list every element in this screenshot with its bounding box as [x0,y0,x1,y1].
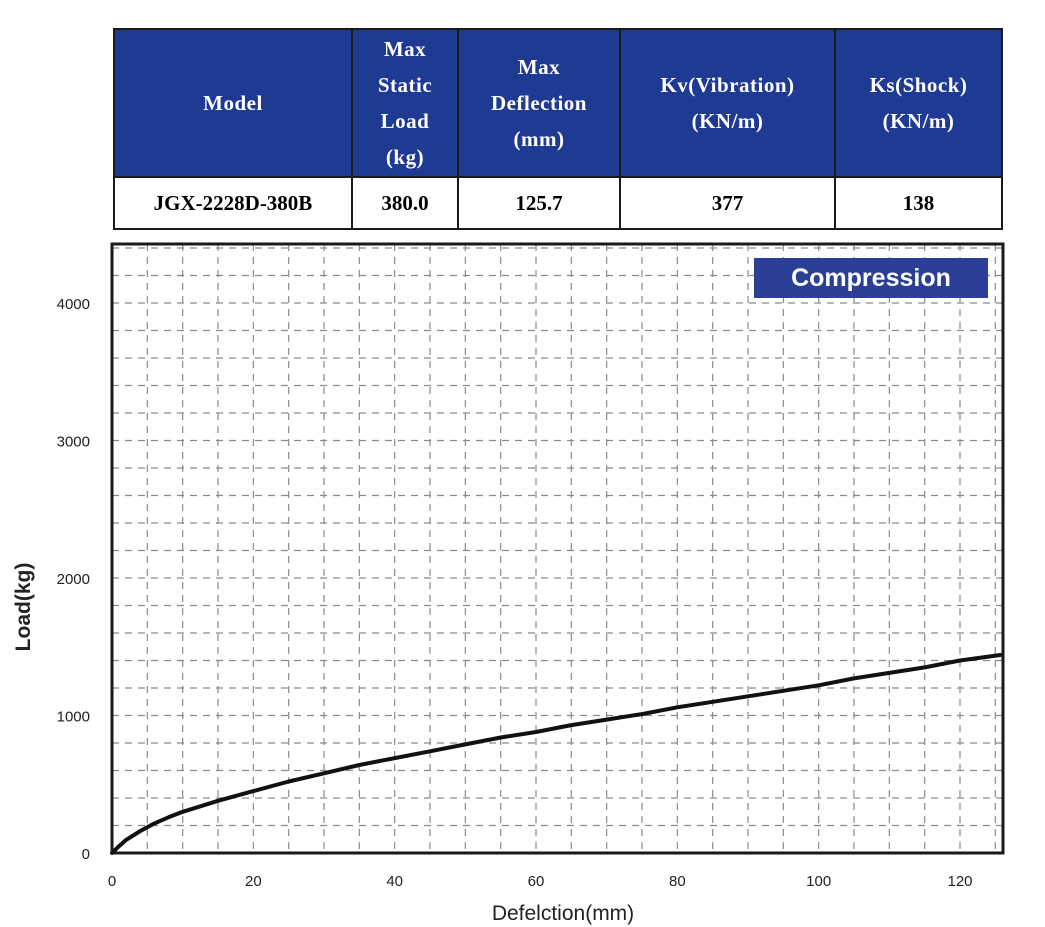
header-line: (mm) [513,127,565,151]
grid [112,244,1003,853]
y-tick-label: 2000 [57,571,90,588]
cell-ks: 138 [834,176,1003,230]
header-line: Ks(Shock) [869,73,968,97]
x-axis: 0 20 40 60 80 100 120 [108,873,973,890]
x-tick-label: 20 [245,873,262,890]
plot-frame [110,242,1005,855]
y-tick-label: 0 [82,846,90,863]
x-tick-label: 120 [947,873,972,890]
x-tick-label: 0 [108,873,116,890]
header-line: Max [383,37,427,61]
cell-max-static-load: 380.0 [351,176,459,230]
series-line [110,653,1003,855]
header-ks: Ks(Shock) (KN/m) [834,28,1003,178]
cell-model: JGX-2228D-380B [113,176,353,230]
y-tick-label: 4000 [57,296,90,313]
header-kv: Kv(Vibration) (KN/m) [619,28,836,178]
header-line: Max [517,55,561,79]
x-tick-label: 100 [806,873,831,890]
cell-max-deflection: 125.7 [457,176,621,230]
y-axis: 0 1000 2000 3000 4000 [57,296,90,863]
header-line: (KN/m) [691,109,764,133]
legend-title: Compression [791,264,951,292]
y-tick-label: 3000 [57,434,90,451]
header-max-deflection: Max Deflection (mm) [457,28,621,178]
table-header-row: Model Max Static Load (kg) Max Deflectio… [113,28,1003,178]
table-row: JGX-2228D-380B 380.0 125.7 377 138 [113,176,1003,230]
x-tick-label: 80 [669,873,686,890]
header-line: (KN/m) [882,109,955,133]
header-line: Deflection [491,91,587,115]
spec-table: Model Max Static Load (kg) Max Deflectio… [113,28,1003,230]
x-tick-label: 60 [528,873,545,890]
legend-box [754,258,988,298]
y-tick-label: 1000 [57,709,90,726]
header-line: Kv(Vibration) [660,73,795,97]
header-max-static-load: Max Static Load (kg) [351,28,459,178]
header-line: Load [380,109,430,133]
compression-chart: 0 1000 2000 3000 4000 0 20 40 60 80 100 120 Compre… [12,242,1005,925]
y-axis-label: Load(kg) [12,563,35,652]
cell-kv: 377 [619,176,836,230]
header-line: (kg) [385,145,425,169]
x-axis-label: Defelction(mm) [492,902,634,925]
header-model: Model [113,28,353,178]
header-line: Static [377,73,433,97]
x-tick-label: 40 [386,873,403,890]
